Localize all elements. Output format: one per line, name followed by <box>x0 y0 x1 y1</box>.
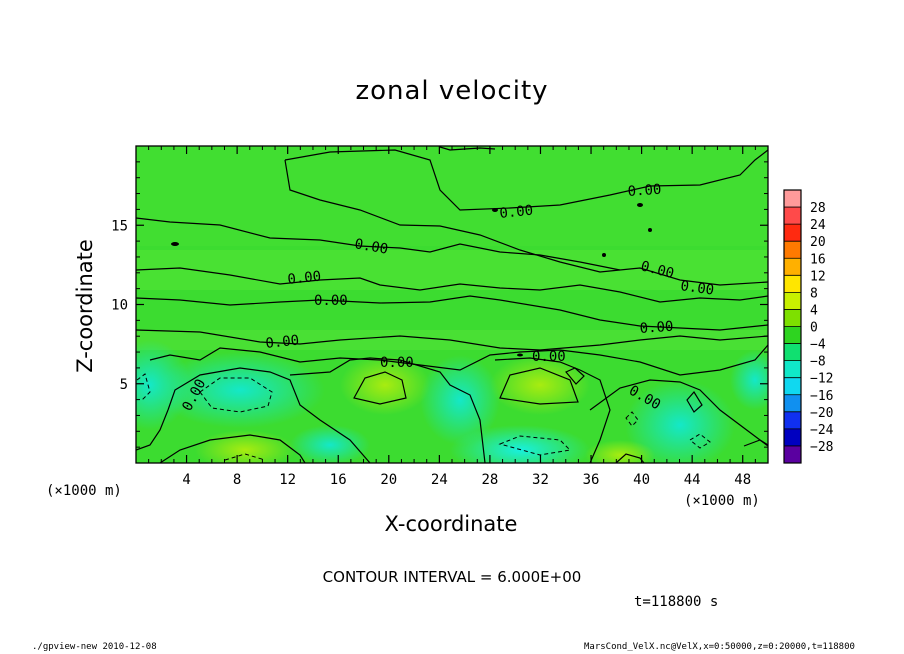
chart-title: zonal velocity <box>355 76 549 106</box>
x-tick-label: 8 <box>233 472 241 488</box>
x-tick-label: 28 <box>481 472 498 488</box>
colorbar-segment <box>784 275 801 293</box>
x-tick-label: 32 <box>532 472 549 488</box>
x-tick-label: 16 <box>330 472 347 488</box>
colorbar-segment <box>784 428 801 447</box>
x-tick-label: 44 <box>684 472 701 488</box>
colorbar-label: 4 <box>810 303 818 318</box>
colorbar-segment <box>784 292 801 310</box>
colorbar-segment <box>784 343 801 361</box>
colorbar-label: −4 <box>810 338 826 353</box>
colorbar-label: −28 <box>810 440 833 455</box>
colorbar-label: −20 <box>810 406 833 421</box>
y-axis-label: Z-coordinate <box>73 239 97 373</box>
contour-label: 0.00 <box>679 278 715 299</box>
footer-annotation-right: MarsCond_VelX.nc@VelX,x=0:50000,z=0:2000… <box>584 642 855 652</box>
heatmap-field: 0.00 0.00 0.00 0.00 0.00 0.00 0.00 0.00 … <box>136 146 768 463</box>
contour-label: 0.00 <box>380 355 414 371</box>
colorbar-segment <box>784 394 801 413</box>
colorbar-label: 20 <box>810 235 826 250</box>
contour-label: 0.00 <box>532 349 566 365</box>
y-tick-label: 5 <box>120 377 128 393</box>
y-tick-label: 10 <box>111 298 128 314</box>
colorbar-label: −8 <box>810 355 826 370</box>
colorbar-segment <box>784 207 801 225</box>
colorbar-label: 8 <box>810 286 818 301</box>
contour-label: 0.00 <box>314 293 348 309</box>
colorbar-segment <box>784 309 801 327</box>
x-axis-label: X-coordinate <box>384 512 518 536</box>
colorbar-label: −16 <box>810 389 833 404</box>
colorbar-segment <box>784 326 801 344</box>
colorbar-label: −24 <box>810 423 834 438</box>
y-tick-label: 15 <box>111 218 128 234</box>
x-tick-label: 4 <box>182 472 190 488</box>
x-unit-label-left: (×1000 m) <box>46 483 122 499</box>
x-tick-label: 36 <box>583 472 600 488</box>
colorbar-segment <box>784 360 801 378</box>
footer-annotation-left: ./gpview-new 2010-12-08 <box>32 642 157 652</box>
contour-label: 0.00 <box>639 258 676 282</box>
contour-label: 0.00 <box>287 269 322 288</box>
x-tick-label: 48 <box>734 472 751 488</box>
x-tick-label: 12 <box>279 472 296 488</box>
colorbar-label: −12 <box>810 372 833 387</box>
x-tick-label: 40 <box>633 472 650 488</box>
colorbar-segment <box>784 377 801 396</box>
colorbar-segment <box>784 258 801 276</box>
colorbar-segment <box>784 445 801 464</box>
contour-label: 0.00 <box>627 182 662 200</box>
contour-label: 0.00 <box>639 319 674 337</box>
colorbar-label: 0 <box>810 321 818 336</box>
x-tick-label: 20 <box>380 472 397 488</box>
x-unit-label-right: (×1000 m) <box>684 493 760 509</box>
colorbar-label: 28 <box>810 201 826 216</box>
colorbar-label: 16 <box>810 252 826 267</box>
colorbar: 28 24 20 16 12 8 4 0 −4 −8 −12 −16 −20 −24 −28 <box>783 189 834 464</box>
contour-label: 0.00 <box>499 203 534 222</box>
contour-label: 0.00 <box>265 333 300 352</box>
colorbar-segment <box>784 411 801 430</box>
colorbar-segment <box>784 190 801 208</box>
colorbar-segment <box>784 224 801 242</box>
contour-interval-text: CONTOUR INTERVAL = 6.000E+00 <box>322 568 582 586</box>
x-tick-label: 24 <box>431 472 448 488</box>
colorbar-segment <box>784 241 801 259</box>
time-label: t=118800 s <box>634 594 719 610</box>
contour-label: 0.00 <box>353 236 389 258</box>
colorbar-label: 12 <box>810 269 826 284</box>
colorbar-label: 24 <box>810 218 826 233</box>
